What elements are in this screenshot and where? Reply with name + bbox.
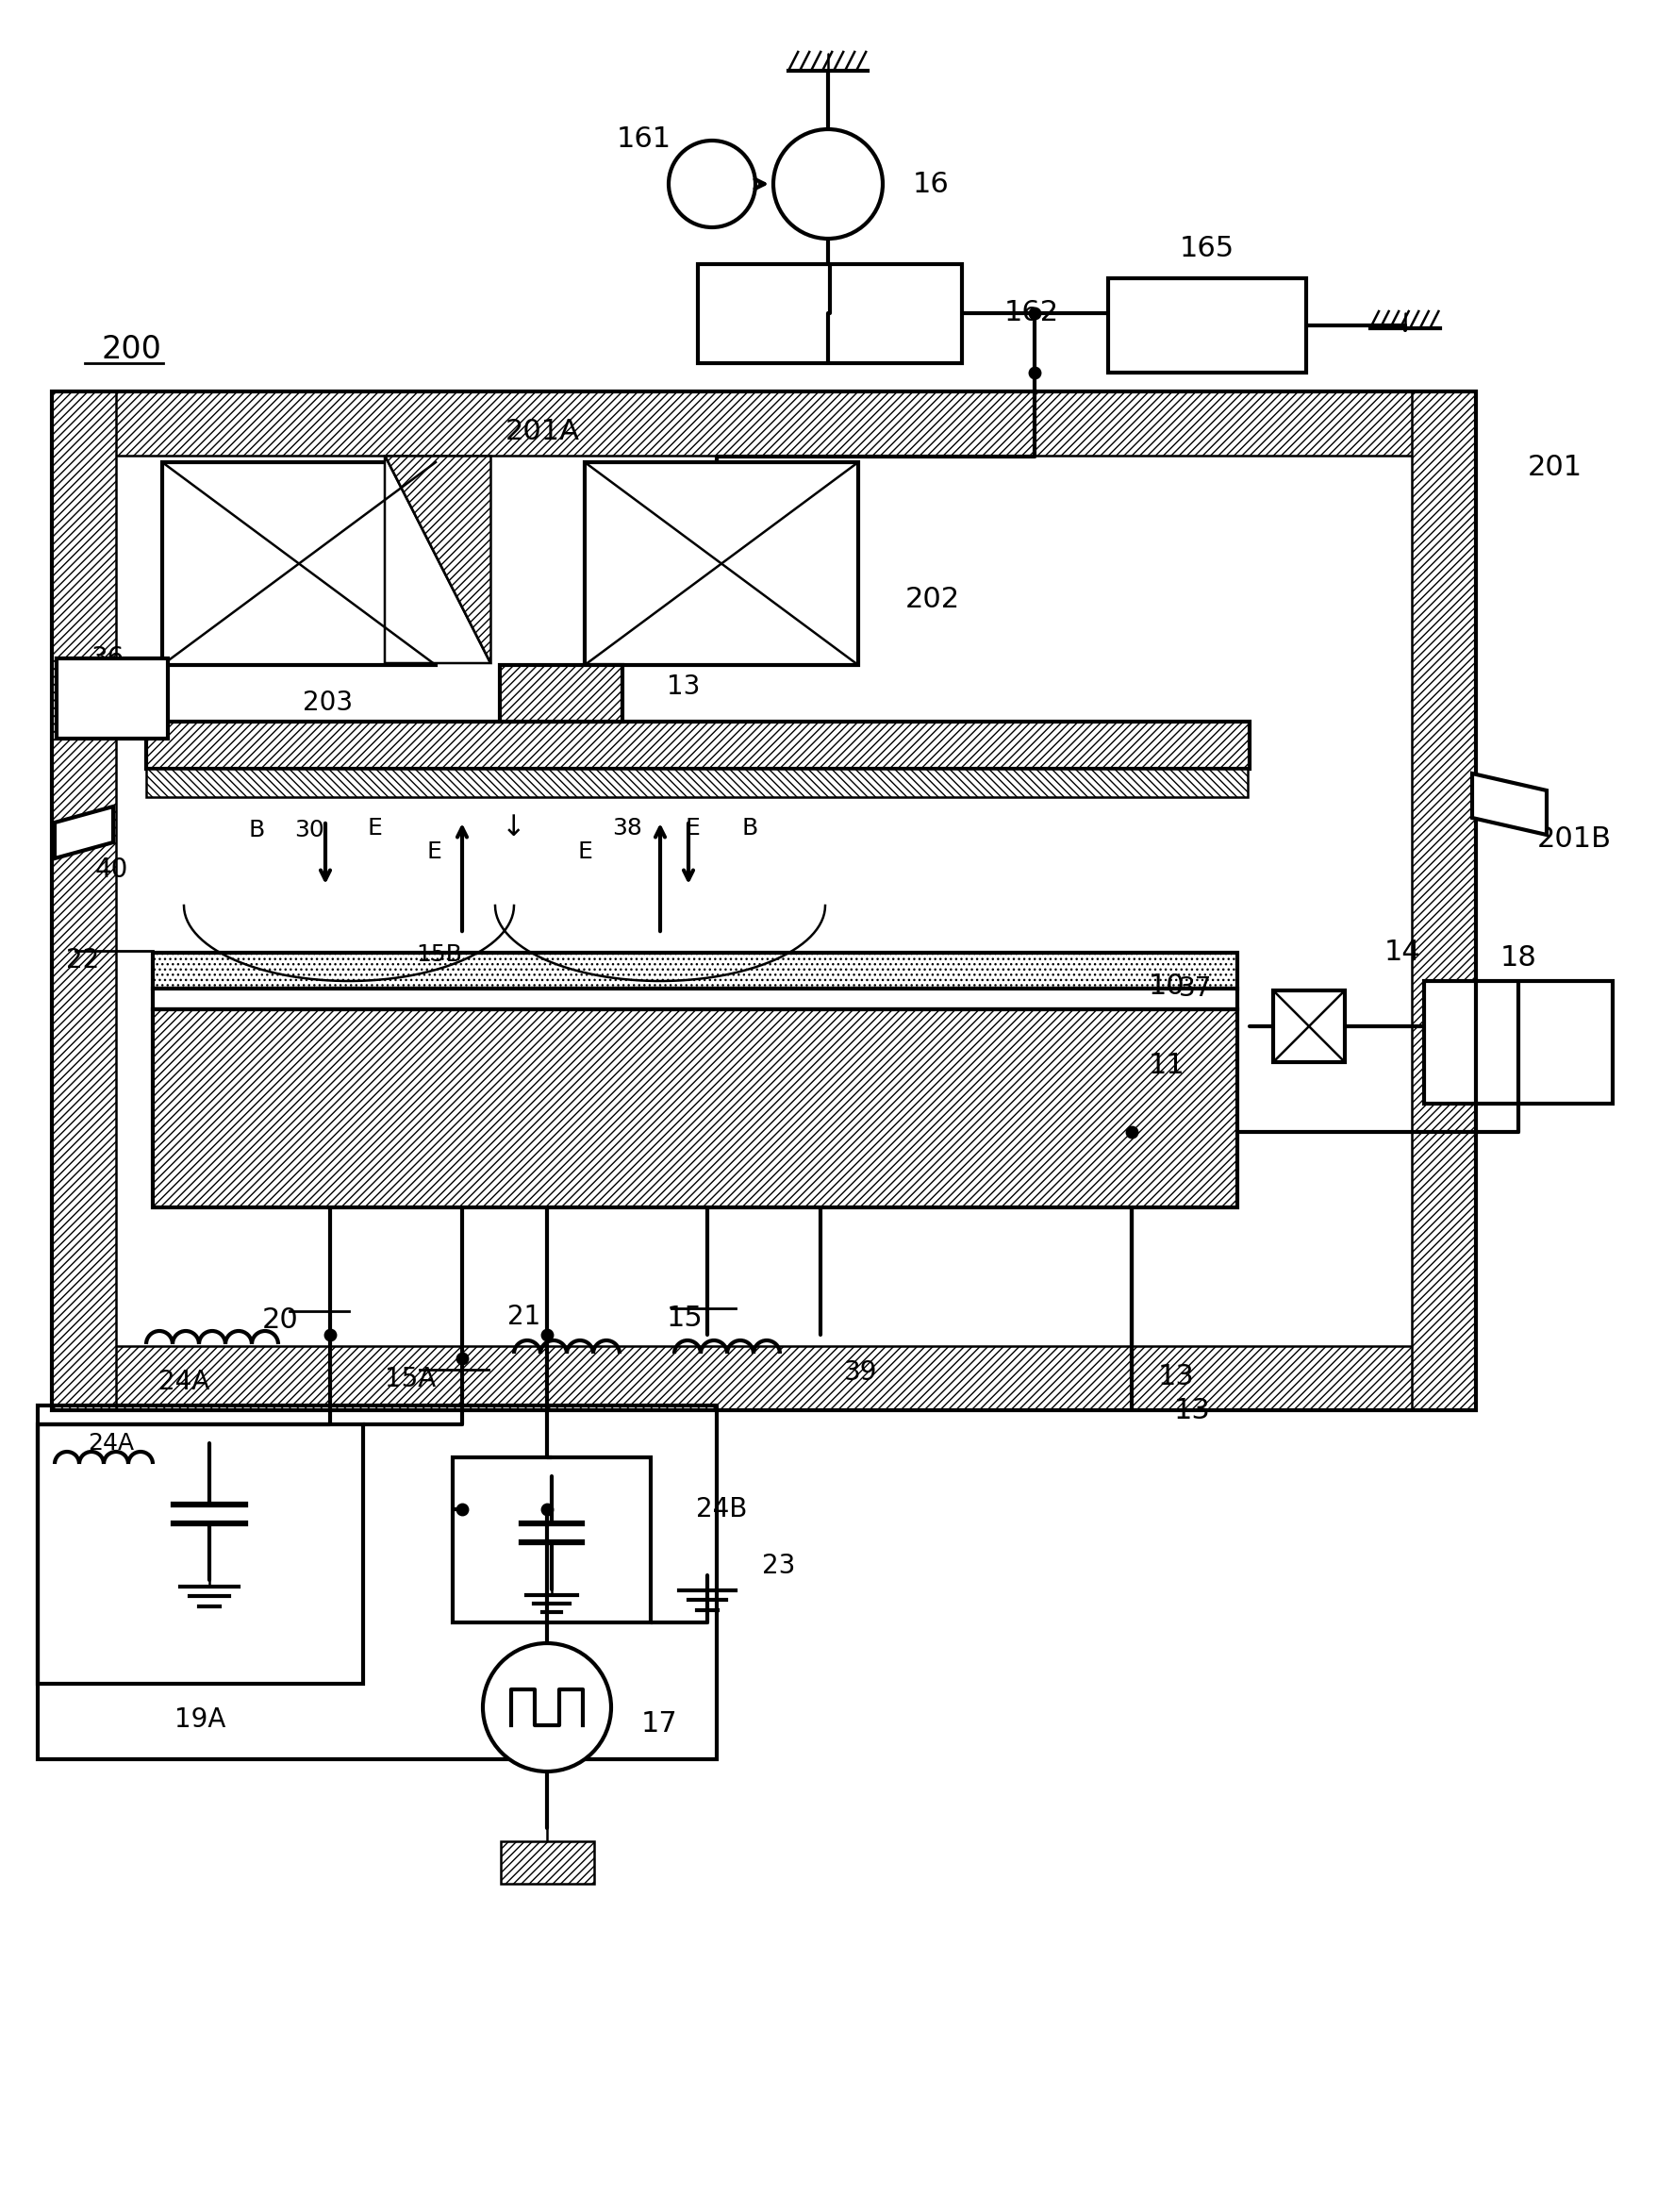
Text: 201B: 201B bbox=[1538, 825, 1612, 854]
Text: 19B: 19B bbox=[525, 1646, 577, 1672]
Text: 15B: 15B bbox=[416, 942, 462, 967]
Text: 18: 18 bbox=[1500, 945, 1536, 971]
Text: 24A: 24A bbox=[159, 1369, 209, 1396]
Text: 162: 162 bbox=[1004, 299, 1059, 327]
Bar bbox=[152, 953, 1238, 989]
Text: 37: 37 bbox=[1180, 975, 1213, 1002]
Text: 30: 30 bbox=[295, 818, 325, 841]
Bar bbox=[1109, 279, 1306, 372]
Text: 203: 203 bbox=[303, 690, 353, 717]
Text: 15: 15 bbox=[666, 1305, 703, 1332]
Polygon shape bbox=[1471, 774, 1546, 834]
Text: 11: 11 bbox=[1148, 1053, 1185, 1079]
Bar bbox=[51, 392, 1476, 1411]
Text: 22: 22 bbox=[66, 947, 99, 973]
Bar bbox=[162, 462, 436, 666]
Bar bbox=[51, 392, 116, 1411]
Bar bbox=[38, 1425, 363, 1683]
Text: E: E bbox=[577, 841, 592, 863]
Text: 19A: 19A bbox=[174, 1705, 225, 1732]
Text: E: E bbox=[366, 816, 381, 841]
Bar bbox=[152, 989, 1238, 1009]
Text: 13: 13 bbox=[1158, 1363, 1195, 1391]
Text: E: E bbox=[426, 841, 441, 863]
Text: 20: 20 bbox=[262, 1307, 298, 1334]
Text: 161: 161 bbox=[616, 126, 671, 153]
Text: 13: 13 bbox=[668, 672, 701, 699]
Text: 165: 165 bbox=[1180, 234, 1234, 261]
Polygon shape bbox=[384, 456, 490, 664]
Bar bbox=[452, 1458, 651, 1621]
Text: 32: 32 bbox=[587, 666, 616, 688]
Text: 23: 23 bbox=[762, 1553, 795, 1579]
Bar bbox=[585, 462, 858, 666]
Polygon shape bbox=[384, 456, 490, 664]
Text: 201: 201 bbox=[1528, 453, 1582, 480]
Text: 15A: 15A bbox=[384, 1365, 436, 1391]
Text: 38: 38 bbox=[611, 816, 643, 841]
Bar bbox=[1273, 991, 1345, 1062]
Text: 24B: 24B bbox=[696, 1495, 747, 1522]
Text: 13: 13 bbox=[1175, 1396, 1211, 1425]
Text: E: E bbox=[684, 816, 699, 841]
Text: 21: 21 bbox=[507, 1303, 540, 1329]
Text: 39: 39 bbox=[843, 1358, 878, 1385]
Polygon shape bbox=[55, 807, 113, 858]
Bar bbox=[500, 1840, 593, 1882]
Text: 12: 12 bbox=[507, 681, 537, 706]
Bar bbox=[1412, 392, 1476, 1411]
Text: 36: 36 bbox=[91, 646, 126, 672]
Text: 34: 34 bbox=[587, 695, 616, 717]
Bar bbox=[146, 770, 1248, 796]
Text: 40: 40 bbox=[94, 856, 128, 883]
Text: 24A: 24A bbox=[88, 1431, 134, 1455]
Text: B: B bbox=[742, 816, 757, 841]
Circle shape bbox=[669, 142, 756, 228]
Bar bbox=[698, 263, 963, 363]
Bar bbox=[500, 666, 623, 721]
Text: 16: 16 bbox=[913, 170, 949, 197]
Bar bbox=[152, 1009, 1238, 1208]
Text: 200: 200 bbox=[101, 334, 162, 365]
Text: 202: 202 bbox=[905, 586, 959, 613]
Bar bbox=[51, 1347, 1476, 1411]
Bar bbox=[38, 1405, 717, 1759]
Text: 10: 10 bbox=[1148, 971, 1185, 1000]
Text: 14: 14 bbox=[1385, 940, 1422, 967]
Bar bbox=[56, 659, 167, 739]
Circle shape bbox=[482, 1644, 611, 1772]
Text: 201A: 201A bbox=[505, 418, 580, 445]
Bar bbox=[146, 721, 1249, 770]
Text: ↓: ↓ bbox=[502, 814, 525, 843]
Circle shape bbox=[774, 128, 883, 239]
Bar bbox=[51, 392, 1476, 456]
Text: B: B bbox=[249, 818, 265, 841]
Bar bbox=[1423, 980, 1612, 1104]
Text: 17: 17 bbox=[641, 1710, 678, 1739]
